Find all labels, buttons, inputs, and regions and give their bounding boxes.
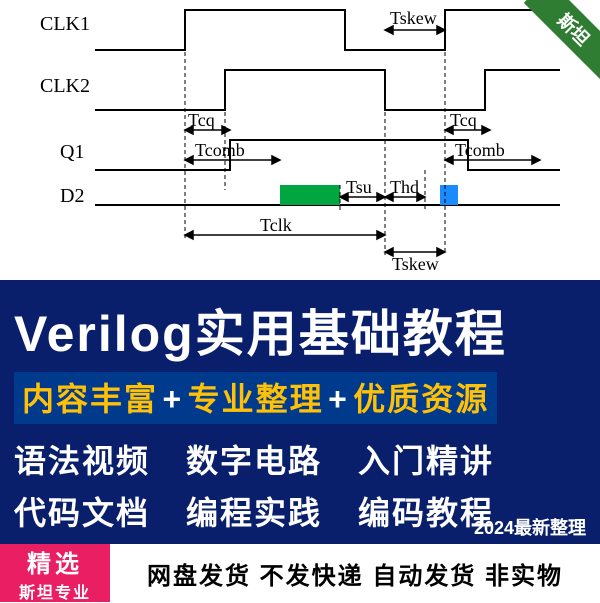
feature-item: 编程实践 <box>186 488 322 534</box>
label-d2: D2 <box>60 185 84 207</box>
feature-item: 代码文档 <box>14 488 150 534</box>
bottom-strip: 精选 斯坦专业 网盘发货 不发快递 自动发货 非实物 <box>0 544 600 602</box>
anno-tcq-l: Tcq <box>188 110 215 130</box>
highlight-bar: 内容丰富 + 专业整理 + 优质资源 <box>14 372 497 424</box>
feature-item: 入门精讲 <box>358 436 494 482</box>
label-q1: Q1 <box>60 141 84 163</box>
anno-tclk: Tclk <box>260 215 292 235</box>
pink-badge: 精选 斯坦专业 <box>0 544 110 602</box>
corner-badge-text: 斯坦 <box>524 0 600 79</box>
feature-item: 语法视频 <box>14 436 150 482</box>
feature-item: 数字电路 <box>186 436 322 482</box>
anno-tcomb-l: Tcomb <box>195 140 245 160</box>
highlight-p2: 专业整理 <box>188 381 324 417</box>
anno-tskew-top: Tskew <box>390 8 437 28</box>
anno-tsu: Tsu <box>346 177 372 197</box>
delivery-notice: 网盘发货 不发快递 自动发货 非实物 <box>110 544 600 602</box>
label-clk1: CLK1 <box>40 13 90 35</box>
d2-green-block <box>280 185 340 205</box>
corner-badge: 斯坦 <box>520 0 600 80</box>
pink-badge-bottom: 斯坦专业 <box>19 579 91 603</box>
d2-blue-block <box>440 185 458 205</box>
main-title: Verilog实用基础教程 <box>0 280 600 372</box>
highlight-p1: 内容丰富 <box>22 381 158 417</box>
anno-tcq-r: Tcq <box>450 110 477 130</box>
pink-badge-top: 精选 <box>27 544 83 579</box>
highlight-sep1: + <box>162 381 183 417</box>
label-clk2: CLK2 <box>40 75 90 97</box>
update-label: 2024最新整理 <box>474 514 586 540</box>
highlight-p3: 优质资源 <box>353 381 489 417</box>
anno-thd: Thd <box>390 177 419 197</box>
promo-area: Verilog实用基础教程 内容丰富 + 专业整理 + 优质资源 语法视频 数字… <box>0 280 600 602</box>
highlight-sep2: + <box>328 381 349 417</box>
anno-tcomb-r: Tcomb <box>455 140 505 160</box>
timing-diagram: CLK1 CLK2 Q1 D2 <box>0 0 600 280</box>
anno-tskew-bot: Tskew <box>392 254 439 274</box>
